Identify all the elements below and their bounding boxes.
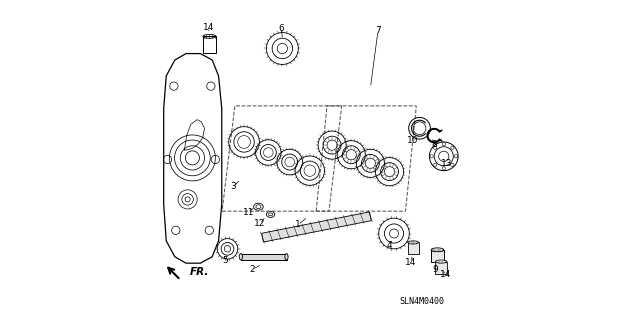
Bar (203, 36, 216, 53)
Text: 4: 4 (387, 241, 392, 250)
Text: 10: 10 (407, 137, 419, 145)
Bar (435, 262, 447, 274)
Text: 14: 14 (440, 271, 452, 279)
Text: 14: 14 (203, 23, 214, 32)
Text: 2: 2 (250, 265, 255, 274)
Text: 5: 5 (222, 256, 228, 265)
Text: 6: 6 (278, 24, 284, 33)
Text: 14: 14 (405, 258, 417, 267)
Ellipse shape (285, 254, 288, 260)
Ellipse shape (239, 254, 243, 260)
Text: 12: 12 (254, 219, 266, 228)
Text: 3: 3 (230, 182, 236, 191)
Ellipse shape (408, 241, 419, 244)
Bar (431, 250, 444, 262)
Text: 13: 13 (441, 159, 452, 168)
Ellipse shape (435, 260, 447, 263)
Text: SLN4M0400: SLN4M0400 (399, 297, 445, 306)
Polygon shape (262, 212, 371, 242)
Text: 9: 9 (433, 265, 438, 274)
Bar (408, 242, 419, 254)
Text: FR.: FR. (190, 267, 209, 277)
Text: 8: 8 (431, 140, 437, 149)
Bar (241, 254, 287, 260)
Ellipse shape (431, 248, 444, 252)
Text: 11: 11 (243, 208, 254, 217)
Text: 1: 1 (295, 220, 301, 229)
Text: 7: 7 (375, 26, 381, 35)
